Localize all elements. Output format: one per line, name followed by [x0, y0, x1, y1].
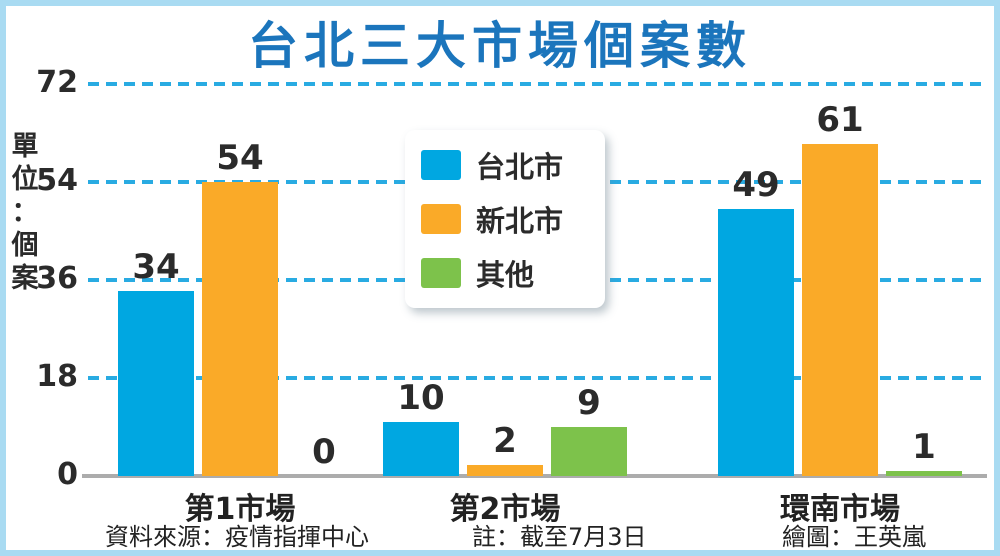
bar-新北市-環南市場 — [802, 144, 878, 476]
bar-value-label: 34 — [132, 247, 180, 287]
bar-value-label: 10 — [397, 378, 445, 418]
legend-label: 台北市 — [476, 150, 564, 184]
bar-value-label: 9 — [577, 383, 601, 423]
category-label: 第2市場 — [449, 492, 561, 527]
y-axis-unit-label: 單位：個案 — [8, 130, 42, 295]
y-tick-label: 18 — [36, 359, 78, 394]
bar-value-label: 2 — [493, 421, 517, 461]
bar-value-label: 0 — [312, 432, 336, 472]
legend-swatch-台北市 — [421, 150, 461, 180]
bar-台北市-第1市場 — [118, 291, 194, 476]
gridline — [88, 82, 985, 86]
bar-台北市-第2市場 — [383, 422, 459, 476]
y-axis-unit-char: 位 — [11, 164, 39, 195]
legend-item: 其他 — [421, 252, 589, 294]
footer-credit: 繪圖：王英嵐 — [782, 523, 926, 551]
y-tick-label: 72 — [36, 65, 78, 100]
legend-label: 其他 — [476, 258, 535, 292]
footer-source: 資料來源：疫情指揮中心 — [105, 523, 369, 551]
bar-value-label: 49 — [732, 165, 780, 205]
chart-title: 台北三大市場個案數 — [248, 17, 752, 75]
category-label: 環南市場 — [780, 492, 900, 527]
bar-新北市-第1市場 — [202, 182, 278, 476]
y-axis-unit-char: ： — [11, 197, 39, 228]
x-axis-line — [82, 474, 987, 478]
bar-value-label: 1 — [912, 427, 936, 467]
legend: 台北市 新北市 其他 — [405, 130, 605, 308]
y-tick-label: 54 — [36, 163, 78, 198]
legend-item: 新北市 — [421, 198, 589, 240]
bar-其他-環南市場 — [886, 471, 962, 476]
legend-swatch-新北市 — [421, 204, 461, 234]
bar-台北市-環南市場 — [718, 209, 794, 476]
legend-swatch-其他 — [421, 258, 461, 288]
y-tick-label: 36 — [36, 261, 78, 296]
legend-label: 新北市 — [476, 204, 564, 238]
y-axis-unit-char: 案 — [11, 263, 39, 294]
bar-新北市-第2市場 — [467, 465, 543, 476]
bar-value-label: 54 — [216, 138, 264, 178]
y-axis-unit-char: 單 — [11, 131, 39, 162]
y-tick-label: 0 — [57, 457, 78, 492]
bar-其他-第2市場 — [551, 427, 627, 476]
y-axis-unit-char: 個 — [11, 230, 39, 261]
legend-item: 台北市 — [421, 144, 589, 186]
bar-value-label: 61 — [816, 100, 864, 140]
category-label: 第1市場 — [184, 492, 296, 527]
gridline — [88, 376, 985, 380]
footer-note: 註：截至7月3日 — [472, 523, 647, 551]
